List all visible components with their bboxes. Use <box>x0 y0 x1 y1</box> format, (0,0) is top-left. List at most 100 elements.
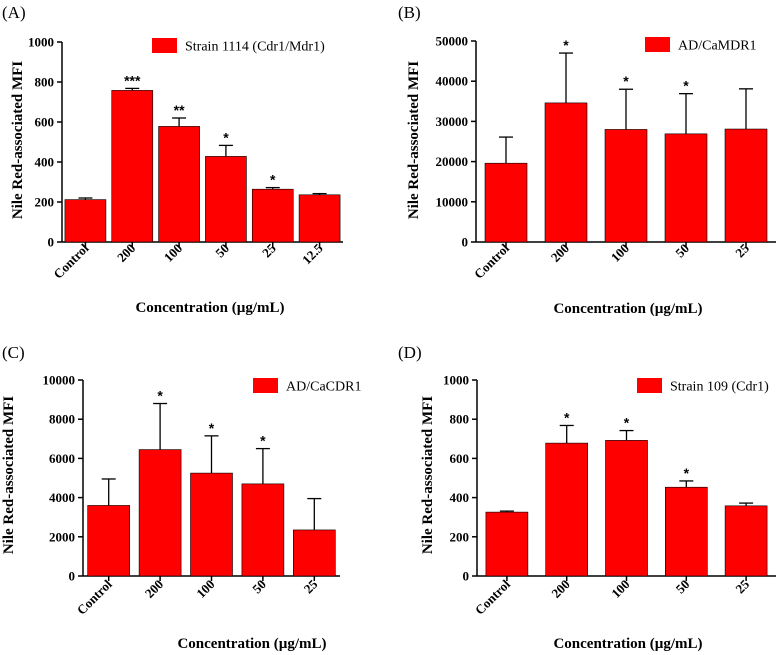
x-tick-label: 50 <box>673 577 693 597</box>
x-tick-label: 50 <box>249 577 269 597</box>
panel-label: (A) <box>2 3 26 22</box>
x-tick-label: 50 <box>672 241 692 261</box>
y-tick-label: 400 <box>450 490 470 505</box>
significance-marker: *** <box>124 72 141 88</box>
panel-label: (C) <box>2 343 25 362</box>
x-tick-label: 25 <box>259 240 279 260</box>
legend-swatch <box>645 37 670 52</box>
x-tick-label: 12.5 <box>299 240 326 267</box>
bar-100 <box>158 126 200 243</box>
significance-marker: * <box>270 172 276 188</box>
x-tick-label: 100 <box>608 241 632 265</box>
chart-panel-1: (A) Nile Red-associated MFI Concentration … <box>2 3 343 316</box>
y-tick-label: 0 <box>462 235 469 250</box>
bar-25 <box>724 128 768 243</box>
x-tick-label: 50 <box>212 241 232 261</box>
y-tick-label: 2000 <box>49 529 75 544</box>
y-tick-label: 400 <box>35 155 55 170</box>
x-tick-label: 100 <box>193 577 217 601</box>
bar-25 <box>251 188 294 243</box>
x-axis-title: Concentration (µg/mL) <box>553 301 702 317</box>
significance-marker: * <box>209 420 215 436</box>
x-tick-label: 25 <box>301 576 321 596</box>
y-tick-label: 10000 <box>436 194 469 209</box>
bar-25 <box>724 505 768 577</box>
x-tick-label: 200 <box>142 577 166 601</box>
significance-marker: ** <box>174 102 185 118</box>
legend-label: AD/CaMDR1 <box>678 39 757 54</box>
bar-25 <box>292 529 336 577</box>
significance-marker: * <box>623 73 629 89</box>
y-tick-label: 8000 <box>49 412 75 427</box>
x-tick-label: 200 <box>548 241 572 265</box>
x-tick-label: 25 <box>732 576 752 596</box>
bar-control <box>485 511 529 577</box>
significance-marker: * <box>157 388 163 404</box>
bar-control <box>64 199 107 243</box>
x-tick-label: Control <box>471 240 512 281</box>
x-axis-title: Concentration (µg/mL) <box>177 636 326 652</box>
legend-label: Strain 1114 (Cdr1/Mdr1) <box>185 40 325 55</box>
y-tick-label: 0 <box>463 569 470 584</box>
bar-100 <box>604 129 648 243</box>
legend-label: Strain 109 (Cdr1) <box>670 380 769 395</box>
x-tick-label: 25 <box>732 240 752 260</box>
legend-swatch <box>637 378 662 393</box>
x-tick-label: Control <box>472 576 513 617</box>
y-tick-label: 20000 <box>436 154 469 169</box>
legend-swatch <box>152 38 177 53</box>
y-tick-label: 600 <box>450 451 470 466</box>
chart-panel-4: (D) Nile Red-associated MFI Concentration … <box>398 343 776 652</box>
y-axis-title: Nile Red-associated MFI <box>1 396 17 554</box>
x-tick-label: Control <box>50 240 91 281</box>
y-tick-label: 30000 <box>436 114 469 129</box>
x-tick-label: Control <box>74 576 115 617</box>
y-tick-label: 40000 <box>436 74 469 89</box>
bar-50 <box>241 483 285 577</box>
panel-label: (B) <box>398 3 421 22</box>
bar-200 <box>138 449 182 577</box>
y-tick-label: 800 <box>450 412 470 427</box>
x-tick-label: 100 <box>608 577 632 601</box>
y-axis-title: Nile Red-associated MFI <box>406 61 422 219</box>
y-tick-label: 200 <box>450 529 470 544</box>
x-tick-label: 100 <box>161 241 185 265</box>
panel-label: (D) <box>398 343 422 362</box>
y-tick-label: 6000 <box>49 451 75 466</box>
y-tick-label: 600 <box>35 115 55 130</box>
legend-label: AD/CaCDR1 <box>286 380 361 395</box>
bar-100 <box>605 440 648 577</box>
y-tick-label: 1000 <box>443 373 469 388</box>
y-tick-label: 200 <box>35 195 55 210</box>
y-axis-title: Nile Red-associated MFI <box>10 61 26 219</box>
bar-200 <box>111 90 154 243</box>
significance-marker: * <box>260 433 266 449</box>
y-tick-label: 10000 <box>43 373 76 388</box>
y-axis-title: Nile Red-associated MFI <box>420 396 436 554</box>
significance-marker: * <box>624 415 630 431</box>
bar-50 <box>664 133 708 243</box>
y-tick-label: 0 <box>48 235 55 250</box>
significance-marker: * <box>564 409 570 425</box>
y-tick-label: 1000 <box>28 35 54 50</box>
bar-control <box>87 505 130 577</box>
y-tick-label: 800 <box>35 75 55 90</box>
bar-50 <box>205 156 247 243</box>
bar-200 <box>545 442 589 577</box>
y-tick-label: 0 <box>69 569 76 584</box>
chart-panel-3: (C) Nile Red-associated MFI Concentration … <box>1 343 361 652</box>
x-axis-title: Concentration (µg/mL) <box>135 300 284 316</box>
y-tick-label: 4000 <box>49 490 75 505</box>
chart-panel-2: (B) Nile Red-associated MFI Concentration … <box>398 3 776 317</box>
x-tick-label: 200 <box>114 241 138 265</box>
bar-200 <box>544 102 588 243</box>
significance-marker: * <box>223 129 229 145</box>
legend-swatch <box>253 378 278 393</box>
x-tick-label: 200 <box>548 577 572 601</box>
x-axis-title: Concentration (µg/mL) <box>553 636 702 652</box>
bar-12-5 <box>298 194 341 243</box>
bar-control <box>484 162 528 243</box>
significance-marker: * <box>563 37 569 53</box>
significance-marker: * <box>684 465 690 481</box>
